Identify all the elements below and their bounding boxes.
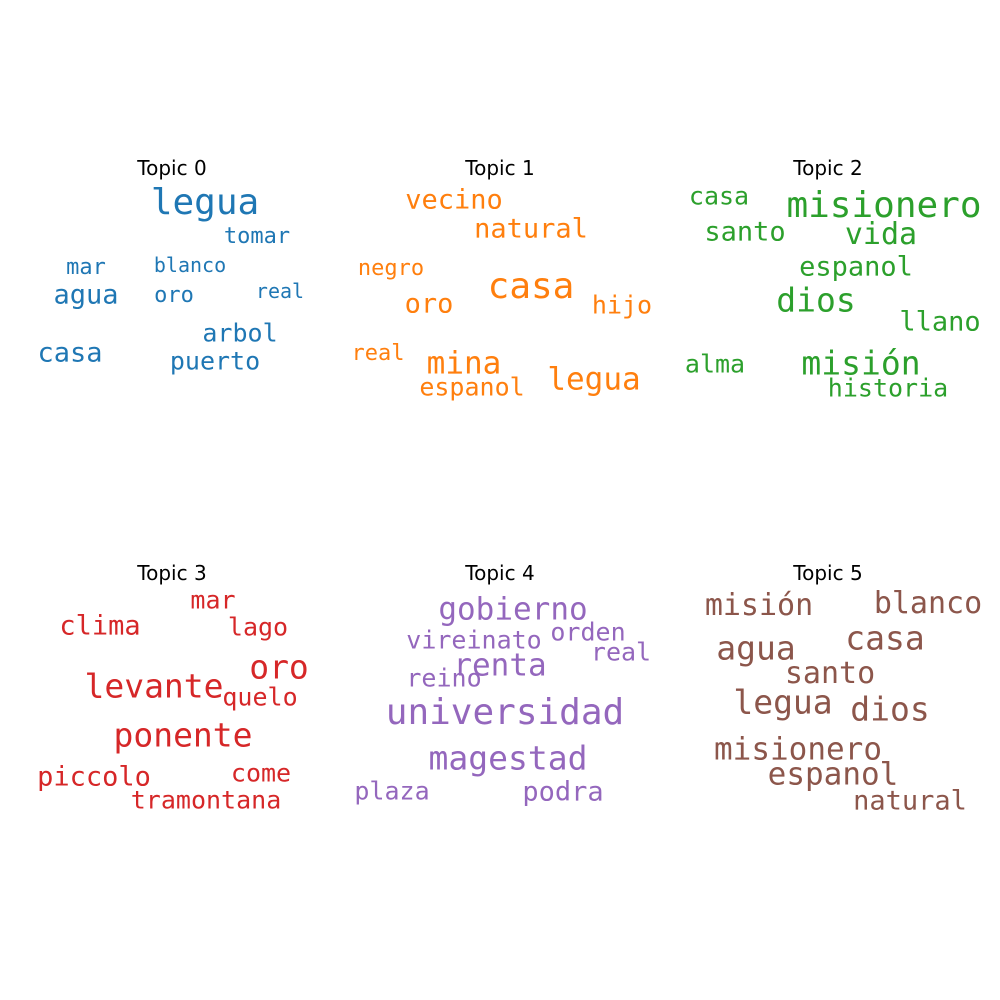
cloud-word: espanol (767, 756, 899, 793)
topic-panel: Topic 0 legua tomar mar blanco agua oro real arb… (12, 158, 332, 458)
cloud-word: historia (827, 373, 949, 403)
cloud-word: alma (684, 349, 746, 379)
cloud-word: lago (227, 612, 289, 642)
cloud-word: oro (249, 647, 309, 687)
cloud-word: tomar (223, 224, 291, 249)
cloud-word: espanol (799, 251, 913, 283)
cloud-word: tramontana (130, 785, 282, 815)
topic-panel: Topic 1 vecino natural negro casa oro hijo real… (340, 158, 660, 458)
cloud-word: podra (522, 776, 604, 808)
cloud-word: arbol (202, 318, 278, 348)
cloud-word: legua (150, 182, 260, 223)
cloud-word: quelo (222, 682, 298, 712)
cloud-word: vecino (405, 184, 503, 216)
cloud-word: santo (704, 216, 786, 248)
cloud-word: dios (776, 280, 856, 320)
cloud-word: agua (53, 279, 119, 311)
cloud-word: reino (406, 663, 482, 693)
cloud-word: plaza (354, 776, 430, 806)
cloud-word: casa (37, 337, 103, 369)
cloud-word: vida (844, 217, 918, 252)
cloud-word: casa (487, 266, 575, 307)
cloud-word: renta (453, 647, 547, 684)
cloud-word: real (590, 637, 652, 667)
panel-title: Topic 4 (465, 561, 535, 585)
cloud-word: llano (899, 306, 981, 338)
cloud-word: misión (801, 343, 921, 383)
cloud-word: oro (154, 283, 194, 308)
topic-panel: Topic 4 gobierno orden vireinato real renta re… (340, 563, 660, 863)
cloud-word: gobierno (438, 591, 588, 628)
cloud-word: santo (784, 656, 876, 691)
panel-title: Topic 3 (137, 561, 207, 585)
cloud-word: hijo (591, 290, 653, 320)
panel-title: Topic 0 (137, 156, 207, 180)
panel-title: Topic 2 (793, 156, 863, 180)
cloud-word: espanol (419, 372, 525, 402)
cloud-word: blanco (153, 253, 227, 277)
cloud-word: natural (474, 213, 588, 245)
topic-panel: Topic 2 casa misionero santo vida espanol dios… (668, 158, 988, 458)
cloud-word: misión (704, 588, 814, 623)
cloud-word: ponente (113, 715, 253, 755)
topic-panel: Topic 3 mar clima lago oro levante quelo ponent… (12, 563, 332, 863)
cloud-word: oro (404, 288, 454, 320)
cloud-word: mar (190, 585, 236, 615)
topic-panel: Topic 5 misión blanco casa agua santo legua dio… (668, 563, 988, 863)
cloud-word: levante (84, 666, 224, 706)
cloud-word: negro (357, 256, 425, 281)
panel-title: Topic 1 (465, 156, 535, 180)
cloud-word: casa (688, 181, 750, 211)
cloud-word: misionero (714, 731, 882, 768)
cloud-word: vireinato (406, 625, 542, 655)
cloud-word: mina (426, 345, 502, 382)
cloud-word: orden (550, 617, 626, 647)
cloud-word: mar (66, 255, 106, 280)
cloud-word: universidad (385, 692, 625, 733)
cloud-word: agua (716, 628, 796, 668)
cloud-word: natural (853, 785, 967, 817)
cloud-word: real (351, 341, 405, 366)
cloud-word: casa (845, 618, 925, 658)
cloud-word: real (255, 279, 305, 303)
cloud-word: blanco (873, 586, 983, 621)
cloud-word: piccolo (37, 761, 151, 793)
cloud-word: legua (547, 361, 641, 398)
panel-title: Topic 5 (793, 561, 863, 585)
cloud-word: magestad (428, 738, 588, 778)
cloud-word: dios (850, 689, 930, 729)
cloud-word: legua (733, 682, 833, 722)
cloud-word: clima (59, 610, 141, 642)
cloud-word: come (230, 758, 292, 788)
cloud-word: misionero (786, 185, 982, 226)
cloud-word: puerto (169, 346, 261, 376)
